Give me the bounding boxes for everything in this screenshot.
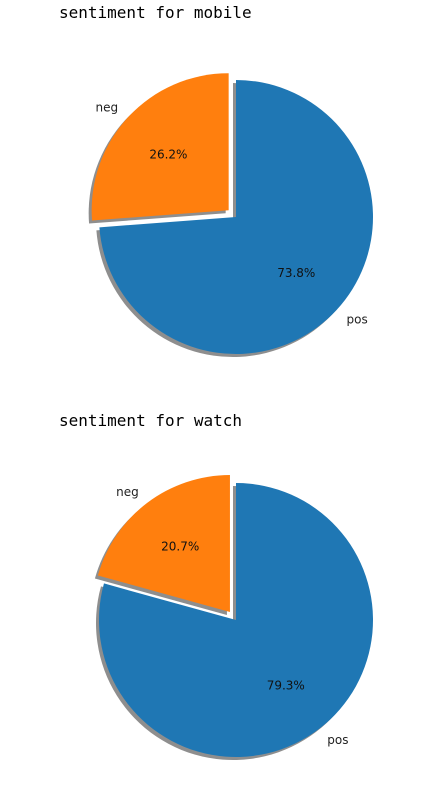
pie-label-neg: neg bbox=[96, 101, 119, 115]
pie-slice-neg bbox=[91, 73, 229, 221]
pie-chart-watch: neg 20.7% pos 79.3% bbox=[94, 475, 373, 760]
pie-pct-label-pos: 79.3% bbox=[267, 678, 305, 692]
pie-pct-label-neg: 20.7% bbox=[161, 540, 199, 554]
pie-label-pos: pos bbox=[327, 733, 348, 747]
pie-pct-label-pos: 73.8% bbox=[277, 266, 315, 280]
pie-slice-pos bbox=[99, 483, 373, 757]
pie-label-pos: pos bbox=[347, 312, 368, 326]
pie-label-neg: neg bbox=[116, 485, 139, 499]
pie-slice-neg bbox=[97, 475, 230, 613]
pie-chart-mobile: neg 26.2% pos 73.8% bbox=[88, 73, 373, 357]
chart-title-mobile: sentiment for mobile bbox=[59, 3, 252, 22]
pie-slice-pos bbox=[99, 80, 373, 354]
pie-pct-label-neg: 26.2% bbox=[149, 147, 187, 161]
chart-title-watch: sentiment for watch bbox=[59, 411, 243, 430]
